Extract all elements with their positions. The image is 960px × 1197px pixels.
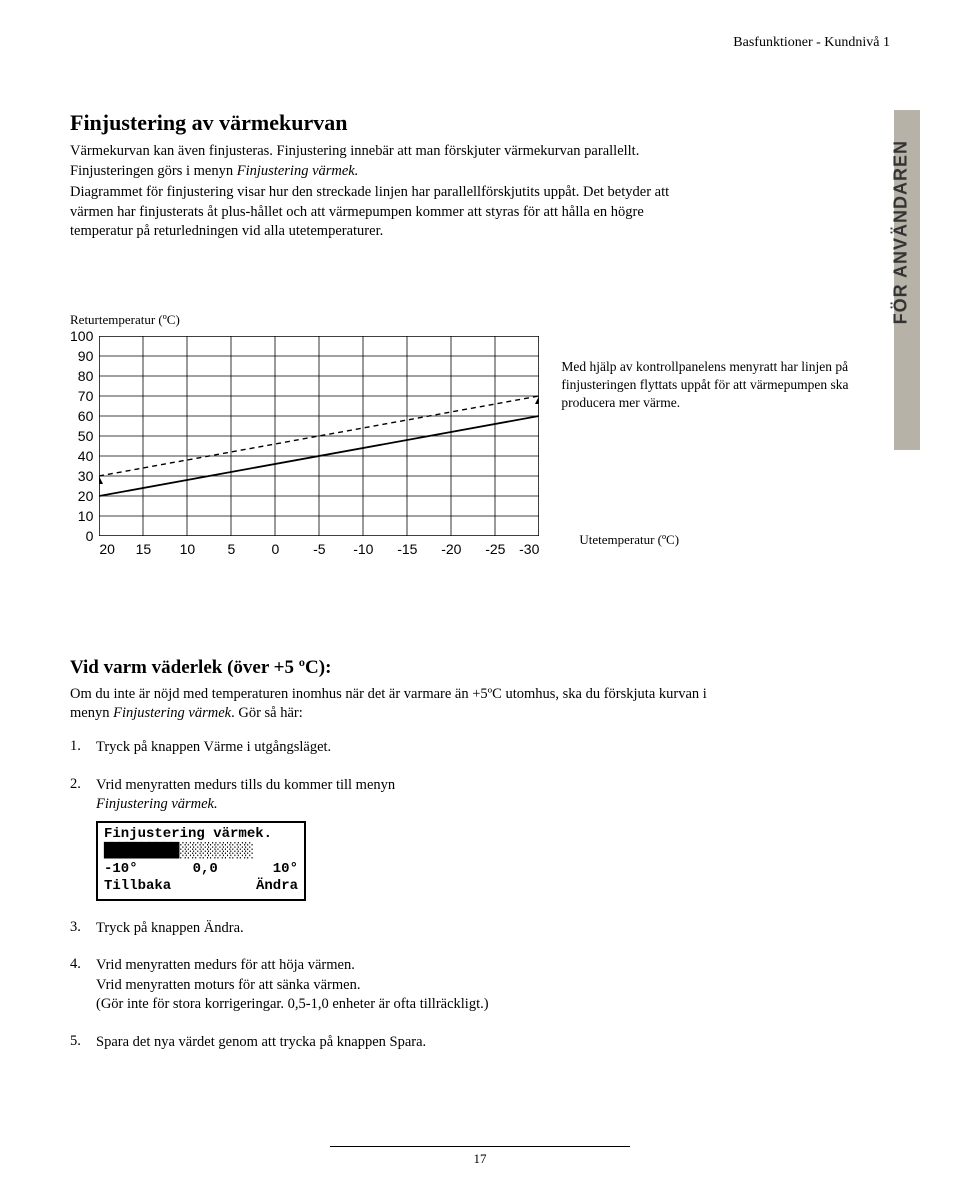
x-tick: 15: [121, 541, 165, 557]
step-2em: Finjustering värmek.: [96, 796, 218, 812]
chart-caption: Med hjälp av kontrollpanelens menyratt h…: [561, 358, 861, 413]
y-tick: 50: [70, 426, 93, 446]
lcd-line4: Tillbaka Ändra: [104, 878, 298, 896]
chart-y-title: Returtemperatur (ºC): [70, 312, 890, 328]
chart-block: Returtemperatur (ºC) 1009080706050403020…: [70, 312, 890, 557]
chart-x-title: Utetemperatur (ºC): [579, 532, 861, 548]
step-5-text: Spara det nya värdet genom att trycka på…: [96, 1033, 710, 1053]
y-tick: 10: [70, 506, 93, 526]
y-tick: 70: [70, 386, 93, 406]
x-tick: 10: [165, 541, 209, 557]
step-5: 5.Spara det nya värdet genom att trycka …: [70, 1033, 710, 1053]
y-tick: 90: [70, 346, 93, 366]
step-2-text: Vrid menyratten medurs tills du kommer t…: [96, 776, 710, 901]
step-1-text: Tryck på knappen Värme i utgångsläget.: [96, 738, 710, 758]
step-2: 2. Vrid menyratten medurs tills du komme…: [70, 776, 710, 901]
y-tick: 30: [70, 466, 93, 486]
step-3-text: Tryck på knappen Ändra.: [96, 919, 710, 939]
step-4-text: Vrid menyratten medurs för att höja värm…: [96, 956, 710, 1015]
para-2: Diagrammet för finjustering visar hur de…: [70, 183, 690, 242]
side-label: FÖR ANVÄNDAREN: [890, 140, 911, 324]
lcd-bar: ██████████░░░░░░░░░░: [104, 843, 298, 861]
x-tick: -30: [517, 541, 539, 557]
y-axis-labels: 1009080706050403020100: [70, 326, 93, 536]
page-number: 17: [0, 1146, 960, 1167]
lcd-l3-mid: 0,0: [193, 861, 218, 879]
breadcrumb: Basfunktioner - Kundnivå 1: [733, 35, 890, 51]
section2-title: Vid varm väderlek (över +5 ºC):: [70, 657, 710, 679]
section-title: Finjustering av värmekurvan: [70, 110, 690, 136]
page: Basfunktioner - Kundnivå 1 FÖR ANVÄNDARE…: [0, 0, 960, 1197]
main-column: Finjustering av värmekurvan Värmekurvan …: [70, 110, 690, 242]
x-tick: 20: [99, 541, 121, 557]
step-1: 1.Tryck på knappen Värme i utgångsläget.: [70, 738, 710, 758]
step-3: 3.Tryck på knappen Ändra.: [70, 919, 710, 939]
steps-list: 1.Tryck på knappen Värme i utgångsläget.…: [70, 738, 710, 1053]
step-4b: Vrid menyratten moturs för att sänka vär…: [96, 977, 360, 993]
x-axis-labels: 20151050-5-10-15-20-25-30: [99, 541, 539, 557]
x-tick: -5: [297, 541, 341, 557]
y-tick: 0: [70, 526, 93, 546]
s2-intro-em: Finjustering värmek: [113, 705, 231, 721]
chart-area: 1009080706050403020100 20151050-5-10-15-…: [70, 336, 539, 557]
chart-right-col: Med hjälp av kontrollpanelens menyratt h…: [561, 336, 861, 549]
lcd-l3-right: 10°: [273, 861, 298, 879]
para-1: Värmekurvan kan även finjusteras. Finjus…: [70, 142, 690, 181]
step-4a: Vrid menyratten medurs för att höja värm…: [96, 957, 355, 973]
y-tick: 80: [70, 366, 93, 386]
section-2: Vid varm väderlek (över +5 ºC): Om du in…: [70, 657, 710, 1053]
x-tick: -15: [385, 541, 429, 557]
para-1-em: Finjustering värmek.: [237, 163, 359, 179]
x-tick: -25: [473, 541, 517, 557]
y-tick: 40: [70, 446, 93, 466]
chart-svg: [99, 336, 539, 536]
y-tick: 100: [70, 326, 93, 346]
y-tick: 60: [70, 406, 93, 426]
s2-intro-b: . Gör så här:: [231, 705, 303, 721]
lcd-line1: Finjustering värmek.: [104, 826, 298, 844]
x-tick: 5: [209, 541, 253, 557]
lcd-display: Finjustering värmek. ██████████░░░░░░░░░…: [96, 821, 306, 901]
step-4c: (Gör inte för stora korrigeringar. 0,5-1…: [96, 996, 489, 1012]
lcd-l4-right: Ändra: [256, 878, 298, 896]
x-tick: -20: [429, 541, 473, 557]
lcd-l4-left: Tillbaka: [104, 878, 171, 896]
y-tick: 20: [70, 486, 93, 506]
step-2a: Vrid menyratten medurs tills du kommer t…: [96, 777, 395, 793]
lcd-l3-left: -10°: [104, 861, 138, 879]
x-tick: 0: [253, 541, 297, 557]
step-4: 4. Vrid menyratten medurs för att höja v…: [70, 956, 710, 1015]
lcd-line3: -10° 0,0 10°: [104, 861, 298, 879]
x-tick: -10: [341, 541, 385, 557]
section2-intro: Om du inte är nöjd med temperaturen inom…: [70, 685, 710, 724]
